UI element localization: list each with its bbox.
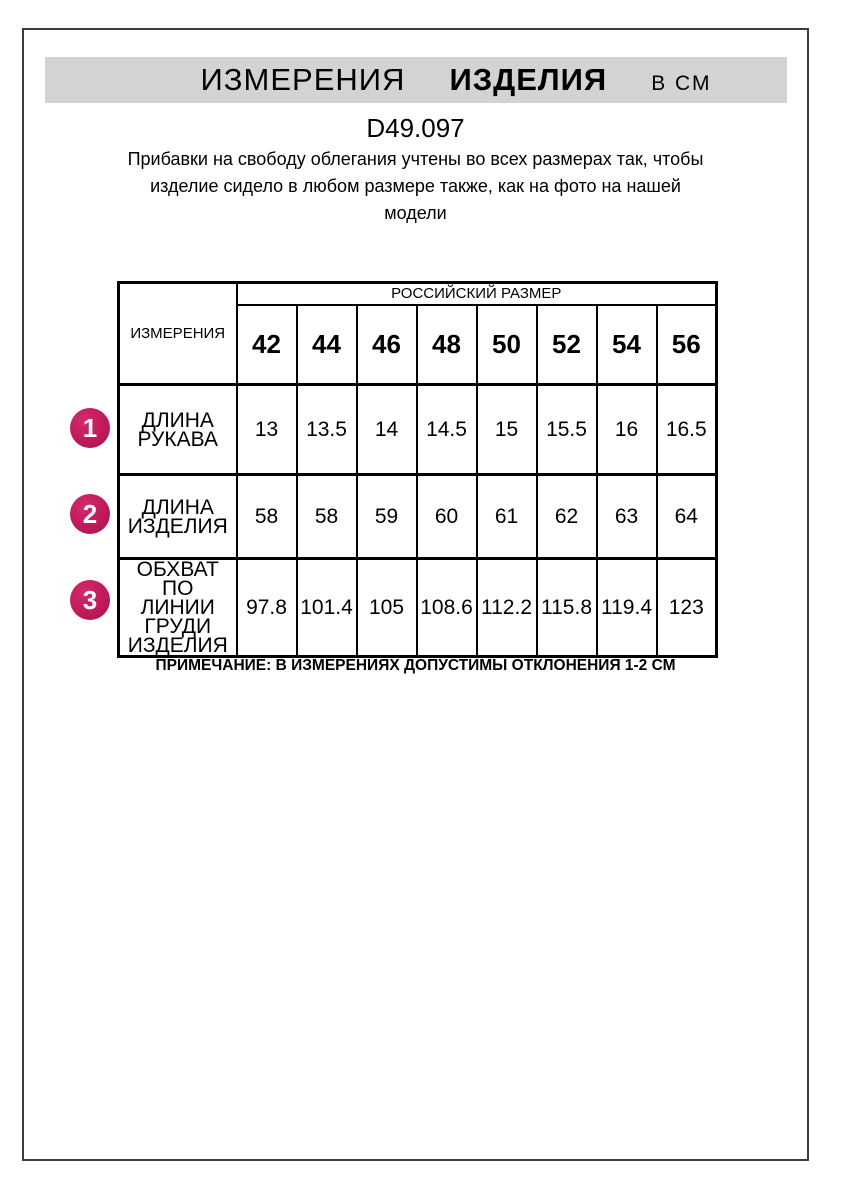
value-cell: 13.5 (295, 383, 358, 476)
row-label: ОБХВАТ ПО ЛИНИИ ГРУДИ ИЗДЕЛИЯ (117, 557, 238, 658)
size-header-cell: 52 (535, 303, 598, 386)
fit-description: Прибавки на свободу облегания учтены во … (127, 149, 704, 223)
size-header-cell: 44 (295, 303, 358, 386)
title-bar-inner: ИЗМЕРЕНИЯ ИЗДЕЛИЯ В СМ (201, 57, 712, 107)
row-marker-1-badge: 1 (70, 408, 110, 448)
value-cell: 59 (355, 473, 418, 560)
value-cell: 101.4 (295, 557, 358, 658)
value-cell: 105 (355, 557, 418, 658)
title-bar: ИЗМЕРЕНИЯ ИЗДЕЛИЯ В СМ (45, 57, 787, 103)
table-row-chest-girth: ОБХВАТ ПО ЛИНИИ ГРУДИ ИЗДЕЛИЯ 97.8 101.4… (117, 557, 718, 658)
value-cell: 13 (235, 383, 298, 476)
value-cell: 60 (415, 473, 478, 560)
table-row-item-length: ДЛИНА ИЗДЕЛИЯ 58 58 59 60 61 62 63 64 (117, 473, 718, 560)
value-cell: 14 (355, 383, 418, 476)
size-table: ИЗМЕРЕНИЯ РОССИЙСКИЙ РАЗМЕР 42 44 46 48 … (117, 281, 718, 658)
size-header-row: 42 44 46 48 50 52 54 56 (119, 303, 718, 386)
value-cell: 15.5 (535, 383, 598, 476)
value-cell: 15 (475, 383, 538, 476)
value-cell: 115.8 (535, 557, 598, 658)
value-cell: 58 (295, 473, 358, 560)
size-header-cell: 50 (475, 303, 538, 386)
value-cell: 61 (475, 473, 538, 560)
group-header: РОССИЙСКИЙ РАЗМЕР (235, 281, 718, 306)
tolerance-note: ПРИМЕЧАНИЕ: В ИЗМЕРЕНИЯХ ДОПУСТИМЫ ОТКЛО… (155, 657, 676, 674)
value-cell: 119.4 (595, 557, 658, 658)
size-header-cell: 42 (235, 303, 298, 386)
table-row-sleeve-length: ДЛИНА РУКАВА 13 13.5 14 14.5 15 15.5 16 … (117, 383, 718, 476)
value-cell: 64 (655, 473, 718, 560)
value-cell: 16.5 (655, 383, 718, 476)
size-header-cell: 48 (415, 303, 478, 386)
article-code: D49.097 (366, 113, 465, 143)
value-cell: 16 (595, 383, 658, 476)
size-header-cell: 56 (655, 303, 718, 386)
value-cell: 58 (235, 473, 298, 560)
size-header-cell: 54 (595, 303, 658, 386)
value-cell: 123 (655, 557, 718, 658)
corner-label: ИЗМЕРЕНИЯ (117, 281, 238, 386)
title-product: ИЗДЕЛИЯ (449, 62, 608, 97)
title-units: В СМ (651, 72, 712, 95)
row-marker-2-badge: 2 (70, 494, 110, 534)
row-label: ДЛИНА РУКАВА (117, 383, 238, 476)
row-label: ДЛИНА ИЗДЕЛИЯ (117, 473, 238, 560)
row-marker-3-badge: 3 (70, 580, 110, 620)
value-cell: 108.6 (415, 557, 478, 658)
size-header-cell: 46 (355, 303, 418, 386)
value-cell: 14.5 (415, 383, 478, 476)
group-header-row: ИЗМЕРЕНИЯ РОССИЙСКИЙ РАЗМЕР (117, 281, 718, 386)
value-cell: 62 (535, 473, 598, 560)
value-cell: 63 (595, 473, 658, 560)
title-measurements: ИЗМЕРЕНИЯ (200, 62, 406, 97)
value-cell: 97.8 (235, 557, 298, 658)
value-cell: 112.2 (475, 557, 538, 658)
